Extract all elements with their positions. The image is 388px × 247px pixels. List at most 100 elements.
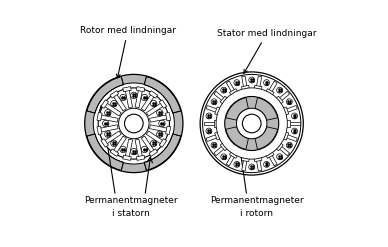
Polygon shape <box>137 155 145 160</box>
Polygon shape <box>125 89 133 108</box>
Polygon shape <box>279 91 289 101</box>
Circle shape <box>234 161 240 167</box>
Circle shape <box>277 87 282 93</box>
Circle shape <box>125 114 143 133</box>
Text: i rotorn: i rotorn <box>240 209 273 218</box>
Polygon shape <box>123 155 131 160</box>
Polygon shape <box>276 143 283 151</box>
Polygon shape <box>166 126 171 135</box>
Polygon shape <box>214 146 225 156</box>
Polygon shape <box>206 105 218 113</box>
Polygon shape <box>137 87 145 92</box>
Polygon shape <box>242 76 247 87</box>
Polygon shape <box>226 81 235 92</box>
Polygon shape <box>97 112 102 121</box>
Polygon shape <box>220 96 228 104</box>
Circle shape <box>242 114 261 133</box>
Text: Permanentmagneter: Permanentmagneter <box>210 196 303 205</box>
Polygon shape <box>141 136 154 153</box>
Polygon shape <box>104 103 121 116</box>
Circle shape <box>151 140 157 146</box>
Circle shape <box>211 99 217 105</box>
Polygon shape <box>135 89 142 108</box>
Polygon shape <box>146 103 163 116</box>
Circle shape <box>157 110 163 116</box>
Circle shape <box>120 146 126 153</box>
Polygon shape <box>125 139 133 158</box>
Polygon shape <box>110 91 119 98</box>
Circle shape <box>234 80 240 86</box>
Circle shape <box>277 154 282 160</box>
Polygon shape <box>276 96 283 104</box>
Circle shape <box>105 110 111 116</box>
Polygon shape <box>266 89 274 96</box>
Circle shape <box>249 164 255 170</box>
Wedge shape <box>144 134 181 170</box>
Polygon shape <box>286 105 297 113</box>
Polygon shape <box>123 87 131 92</box>
Circle shape <box>141 94 148 101</box>
Text: i statorn: i statorn <box>113 209 150 218</box>
Circle shape <box>263 80 270 86</box>
Wedge shape <box>87 134 123 170</box>
Polygon shape <box>220 143 228 151</box>
Polygon shape <box>149 91 158 98</box>
Polygon shape <box>266 151 274 158</box>
Polygon shape <box>254 85 262 90</box>
Polygon shape <box>206 134 218 142</box>
Circle shape <box>203 74 301 173</box>
Polygon shape <box>113 94 126 111</box>
Polygon shape <box>101 139 108 147</box>
Circle shape <box>225 97 279 150</box>
Polygon shape <box>283 107 289 115</box>
Polygon shape <box>286 134 297 142</box>
Circle shape <box>111 101 117 107</box>
Polygon shape <box>100 115 118 122</box>
Circle shape <box>200 72 303 175</box>
Polygon shape <box>110 149 119 156</box>
Polygon shape <box>256 160 262 171</box>
Circle shape <box>221 154 227 160</box>
Circle shape <box>119 108 149 139</box>
Polygon shape <box>104 131 121 144</box>
Circle shape <box>286 142 292 148</box>
Polygon shape <box>100 125 118 132</box>
Circle shape <box>292 113 298 119</box>
Circle shape <box>249 77 255 83</box>
Polygon shape <box>214 120 217 127</box>
Polygon shape <box>289 122 300 125</box>
Circle shape <box>131 148 137 155</box>
Circle shape <box>216 88 288 159</box>
Circle shape <box>120 94 126 101</box>
Polygon shape <box>150 125 168 132</box>
Circle shape <box>105 131 111 137</box>
Circle shape <box>85 74 183 173</box>
Circle shape <box>206 128 212 134</box>
Circle shape <box>286 99 292 105</box>
Polygon shape <box>150 115 168 122</box>
Wedge shape <box>226 98 248 120</box>
Circle shape <box>292 128 298 134</box>
Polygon shape <box>113 136 126 153</box>
Polygon shape <box>242 160 247 171</box>
Circle shape <box>211 142 217 148</box>
Polygon shape <box>204 122 215 125</box>
Polygon shape <box>135 139 142 158</box>
Wedge shape <box>255 98 277 120</box>
Polygon shape <box>279 146 289 156</box>
Polygon shape <box>229 151 238 158</box>
Polygon shape <box>215 107 221 115</box>
Polygon shape <box>101 100 108 108</box>
Polygon shape <box>286 120 290 127</box>
Polygon shape <box>214 91 225 101</box>
Circle shape <box>141 146 148 153</box>
Polygon shape <box>159 139 166 147</box>
Polygon shape <box>141 94 154 111</box>
Wedge shape <box>87 77 123 113</box>
Circle shape <box>111 140 117 146</box>
Polygon shape <box>256 76 262 87</box>
Text: Rotor med lindningar: Rotor med lindningar <box>80 26 176 78</box>
Polygon shape <box>229 89 238 96</box>
Polygon shape <box>215 132 221 140</box>
Polygon shape <box>146 131 163 144</box>
